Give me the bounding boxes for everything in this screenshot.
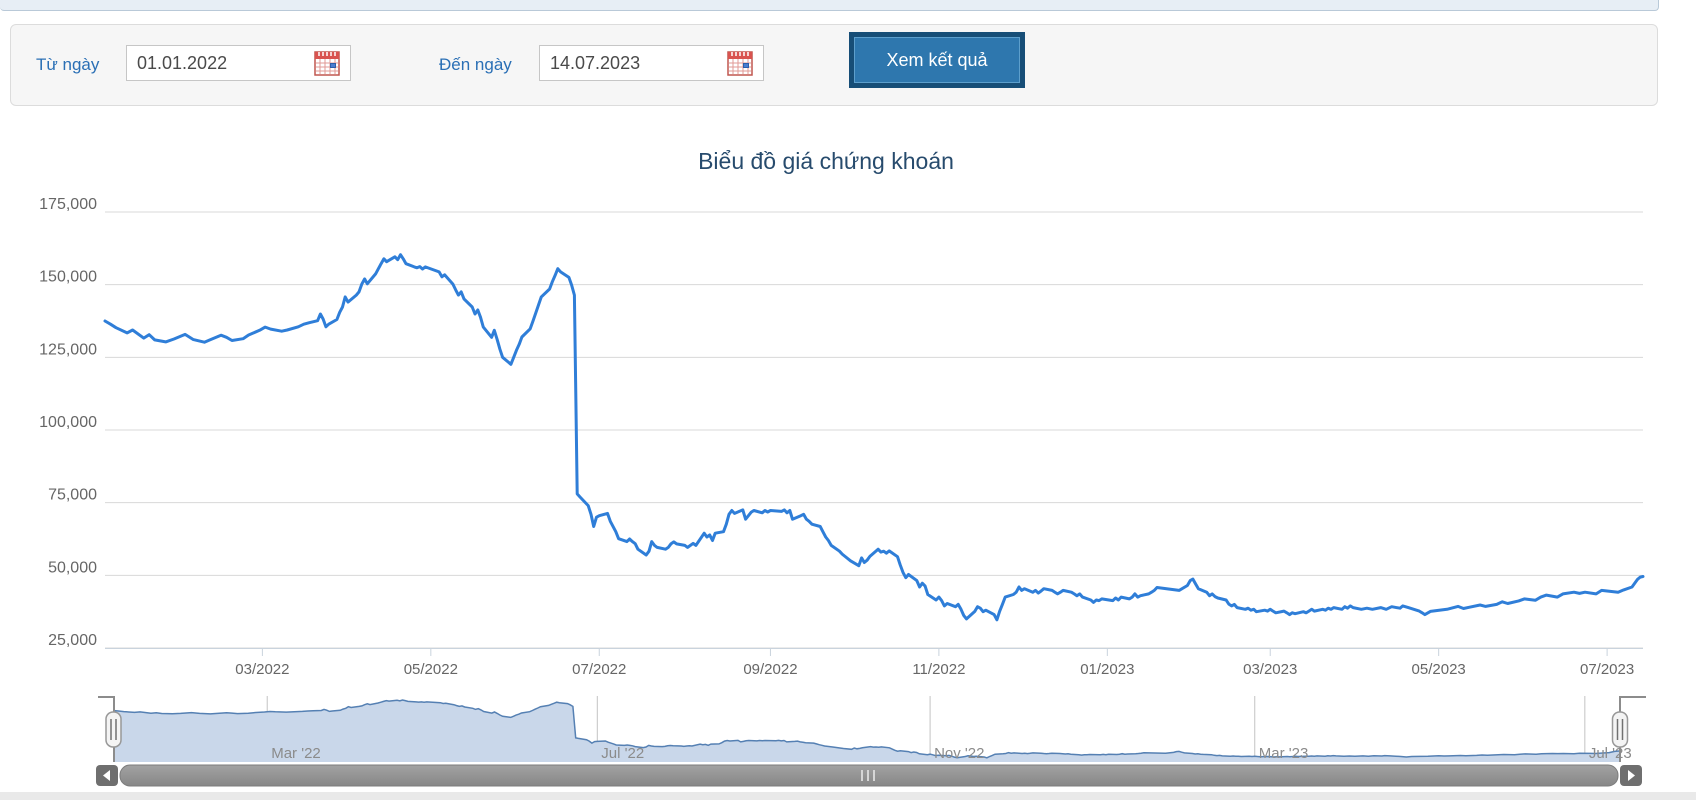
navigator-tick-label: Mar '23 (1259, 745, 1309, 762)
navigator-right-handle[interactable] (1611, 711, 1629, 748)
y-tick-label: 150,000 (39, 269, 97, 286)
from-date-label: Từ ngày (36, 55, 100, 74)
x-axis (105, 648, 1643, 656)
x-tick-label: 05/2023 (1412, 661, 1466, 678)
x-tick-label: 09/2022 (743, 661, 797, 678)
y-tick-label: 125,000 (39, 341, 97, 358)
y-tick-label: 75,000 (48, 487, 97, 504)
calendar-icon[interactable] (314, 50, 340, 76)
scrollbar-right-arrow-icon (1628, 770, 1635, 781)
scrollbar-grip-icon (861, 770, 875, 781)
to-date-input[interactable] (540, 46, 720, 80)
to-date-label: Đến ngày (439, 55, 512, 74)
filter-panel: Từ ngày (10, 24, 1658, 106)
y-tick-label: 100,000 (39, 414, 97, 431)
navigator-area-series (112, 699, 1621, 762)
navigator-tick-label: Jul '22 (601, 745, 644, 762)
x-axis-labels: 03/2022 05/2022 07/2022 09/2022 11/2022 01/20… (235, 661, 1634, 678)
scrollbar (96, 764, 1642, 787)
from-date-box (126, 45, 351, 81)
price-line-series (103, 253, 1645, 622)
y-tick-label: 50,000 (48, 559, 97, 576)
y-axis-labels: 175,000 150,000 125,000 100,000 75,000 50,000… (39, 196, 97, 649)
x-tick-label: 07/2023 (1580, 661, 1634, 678)
view-results-button[interactable]: Xem kết quả (849, 32, 1025, 88)
x-tick-label: 07/2022 (572, 661, 626, 678)
navigator-left-handle[interactable] (105, 711, 122, 748)
navigator-tick-label: Nov '22 (934, 745, 984, 762)
scrollbar-left-arrow-icon (103, 770, 110, 781)
calendar-icon[interactable] (727, 50, 753, 76)
y-tick-label: 175,000 (39, 196, 97, 213)
x-tick-label: 03/2023 (1243, 661, 1297, 678)
y-gridlines (105, 211, 1643, 649)
x-tick-label: 03/2022 (235, 661, 289, 678)
price-line (103, 253, 1645, 622)
navigator-tick-label: Jul '23 (1589, 745, 1632, 762)
y-tick-label: 25,000 (48, 632, 97, 649)
navigator-area (113, 700, 1620, 762)
x-tick-label: 01/2023 (1080, 661, 1134, 678)
scrollbar-right-button[interactable] (1620, 765, 1642, 786)
chart-title: Biểu đồ giá chứng khoán (698, 148, 954, 174)
scrollbar-left-button[interactable] (96, 765, 118, 786)
x-tick-label: 05/2022 (404, 661, 458, 678)
bottom-strip (0, 792, 1696, 800)
to-date-box (539, 45, 764, 81)
x-tick-label: 11/2022 (912, 661, 965, 678)
navigator-line (112, 699, 1621, 759)
navigator-tick-label: Mar '22 (271, 745, 321, 762)
from-date-input[interactable] (127, 46, 307, 80)
top-strip (0, 0, 1659, 11)
